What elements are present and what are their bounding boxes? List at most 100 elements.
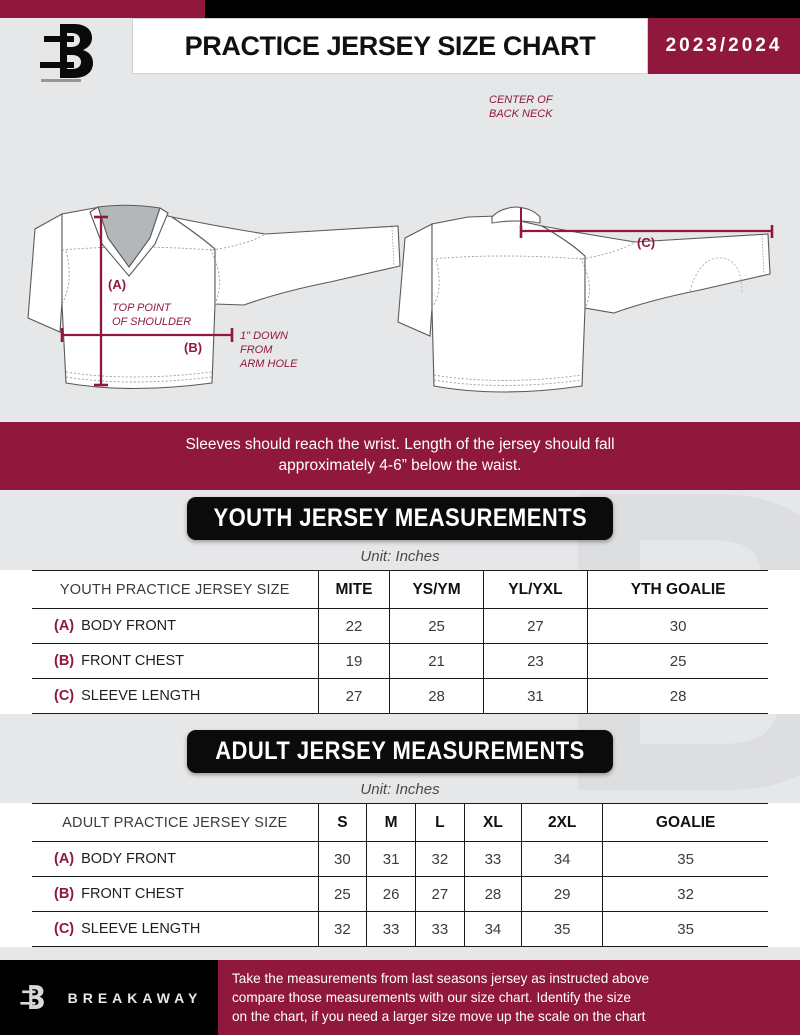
dimension-b-text-3: ARM HOLE — [239, 358, 298, 370]
adult-section-title-pill: ADULT JERSEY MEASUREMENTS — [187, 730, 613, 773]
youth-header-col-3: YL/YXL — [483, 570, 589, 609]
adult-row-1-val-2: 27 — [415, 876, 465, 912]
youth-row-0-val-3: 30 — [669, 617, 687, 635]
adult-header-col-2: M — [366, 803, 416, 842]
adult-header-col-6: GOALIE — [655, 813, 716, 831]
youth-header-col-2: YS/YM — [389, 570, 484, 609]
front-jersey-illustration — [27, 204, 401, 390]
adult-row-2-val-3: 34 — [464, 911, 523, 947]
adult-row-2-val-2: 33 — [415, 911, 465, 947]
youth-row-1-val-3: 25 — [669, 652, 687, 670]
adult-row-1-text: FRONT CHEST — [81, 886, 184, 902]
table-row: (B) FRONT CHEST 19 21 23 25 — [32, 643, 768, 679]
adult-unit-label: Unit: Inches — [360, 781, 440, 798]
footer-line-2: compare those measurements with our size… — [232, 989, 631, 1005]
dimension-a-text-2: OF SHOULDER — [112, 316, 191, 328]
adult-header-col-0: ADULT PRACTICE JERSEY SIZE — [32, 803, 319, 842]
adult-row-0-code: (A) — [54, 851, 75, 867]
youth-row-1-val-2: 23 — [483, 643, 589, 679]
breakaway-b-logo-icon — [40, 24, 93, 82]
youth-row-0-val-0: 22 — [318, 608, 391, 644]
adult-header-col-3: L — [415, 803, 465, 842]
youth-row-1-code: (B) — [54, 653, 75, 669]
youth-header-col-1: MITE — [318, 570, 391, 609]
youth-section-title-pill: YOUTH JERSEY MEASUREMENTS — [187, 497, 613, 540]
adult-table-wrap: ADULT PRACTICE JERSEY SIZE S M L XL 2XL … — [0, 803, 800, 947]
adult-row-1-label: (B) FRONT CHEST — [32, 876, 319, 912]
footer-line-3: on the chart, if you need a larger size … — [232, 1009, 646, 1025]
measurement-note-band: Sleeves should reach the wrist. Length o… — [0, 422, 800, 490]
youth-header-col-4: YTH GOALIE — [630, 580, 726, 598]
dimension-b-code: (B) — [184, 340, 202, 355]
season-year: 2023/2024 — [665, 35, 783, 56]
page-title-box: PRACTICE JERSEY SIZE CHART — [132, 18, 648, 74]
page-title: PRACTICE JERSEY SIZE CHART — [184, 30, 596, 61]
adult-row-0-val-2: 32 — [415, 841, 465, 877]
table-row: (C) SLEEVE LENGTH 27 28 31 28 — [32, 678, 768, 714]
adult-measurements-table: ADULT PRACTICE JERSEY SIZE S M L XL 2XL … — [32, 803, 768, 947]
youth-table-wrap: YOUTH PRACTICE JERSEY SIZE MITE YS/YM YL… — [0, 570, 800, 714]
adult-row-1-code: (B) — [54, 886, 75, 902]
footer-line-1: Take the measurements from last seasons … — [232, 970, 650, 986]
adult-row-0-text: BODY FRONT — [81, 851, 176, 867]
note-line-1: Sleeves should reach the wrist. Length o… — [185, 436, 615, 454]
youth-row-2-val-1: 28 — [389, 678, 484, 714]
page-footer: BREAKAWAY Take the measurements from las… — [0, 960, 800, 1035]
table-row: (A) BODY FRONT 22 25 27 30 — [32, 608, 768, 644]
youth-unit-label: Unit: Inches — [360, 548, 440, 565]
footer-brand-name: BREAKAWAY — [67, 989, 203, 1006]
back-neck-text-2: BACK NECK — [489, 108, 553, 120]
youth-row-2-val-0: 27 — [318, 678, 391, 714]
youth-row-0-code: (A) — [54, 618, 75, 634]
adult-row-2-label: (C) SLEEVE LENGTH — [32, 911, 319, 947]
dimension-b-line — [60, 328, 234, 342]
footer-instructions: Take the measurements from last seasons … — [218, 960, 800, 1035]
adult-row-0-val-4: 34 — [521, 841, 604, 877]
adult-table-header-row: ADULT PRACTICE JERSEY SIZE S M L XL 2XL … — [32, 803, 768, 842]
youth-row-0-label: (A) BODY FRONT — [32, 608, 319, 644]
adult-row-0-val-1: 31 — [366, 841, 416, 877]
youth-row-1-label: (B) FRONT CHEST — [32, 643, 319, 679]
header-top-maroon-bar — [0, 0, 205, 18]
adult-row-1-val-1: 26 — [366, 876, 416, 912]
adult-row-2-val-4: 35 — [521, 911, 604, 947]
adult-row-1-val-5: 32 — [677, 885, 694, 903]
adult-row-2-val-0: 32 — [318, 911, 368, 947]
back-jersey-illustration — [397, 206, 771, 393]
dimension-b-text-1: 1" DOWN — [240, 330, 288, 342]
adult-row-1-val-3: 28 — [464, 876, 523, 912]
youth-row-0-text: BODY FRONT — [81, 618, 176, 634]
youth-row-1-text: FRONT CHEST — [81, 653, 184, 669]
page-header: PRACTICE JERSEY SIZE CHART 2023/2024 — [0, 18, 800, 74]
youth-row-0-val-1: 25 — [389, 608, 484, 644]
adult-row-1-val-0: 25 — [318, 876, 368, 912]
youth-row-1-val-1: 21 — [389, 643, 484, 679]
dimension-a-line — [94, 215, 108, 387]
adult-row-1-val-4: 29 — [521, 876, 604, 912]
table-row: (A) BODY FRONT 30 31 32 33 34 35 — [32, 841, 768, 877]
dimension-b-text-2: FROM — [240, 344, 273, 356]
dimension-c-code: (C) — [637, 235, 655, 250]
youth-section-title: YOUTH JERSEY MEASUREMENTS — [213, 504, 587, 532]
adult-header-col-1: S — [318, 803, 368, 842]
youth-table-header-row: YOUTH PRACTICE JERSEY SIZE MITE YS/YM YL… — [32, 570, 768, 609]
adult-row-0-val-5: 35 — [677, 850, 694, 868]
note-line-2: approximately 4-6” below the waist. — [278, 457, 522, 474]
season-year-box: 2023/2024 — [648, 18, 800, 74]
dimension-c-line — [519, 225, 774, 238]
jersey-diagrams: (B) (A) TOP POINT OF SHOULDER 1" DOWN FR… — [27, 94, 774, 393]
adult-row-2-val-1: 33 — [366, 911, 416, 947]
dimension-a-code: (A) — [108, 277, 126, 292]
youth-row-0-val-2: 27 — [483, 608, 589, 644]
footer-breakaway-b-logo-icon — [20, 984, 44, 1009]
adult-row-2-val-5: 35 — [677, 920, 694, 938]
footer-brand-block: BREAKAWAY — [0, 960, 218, 1035]
youth-row-2-code: (C) — [54, 688, 75, 704]
table-row: (B) FRONT CHEST 25 26 27 28 29 32 — [32, 876, 768, 912]
adult-header-col-4: XL — [464, 803, 523, 842]
youth-row-2-val-2: 31 — [483, 678, 589, 714]
dimension-a-text-1: TOP POINT — [112, 302, 172, 314]
youth-header-col-0: YOUTH PRACTICE JERSEY SIZE — [32, 570, 319, 609]
adult-row-0-label: (A) BODY FRONT — [32, 841, 319, 877]
youth-row-1-val-0: 19 — [318, 643, 391, 679]
